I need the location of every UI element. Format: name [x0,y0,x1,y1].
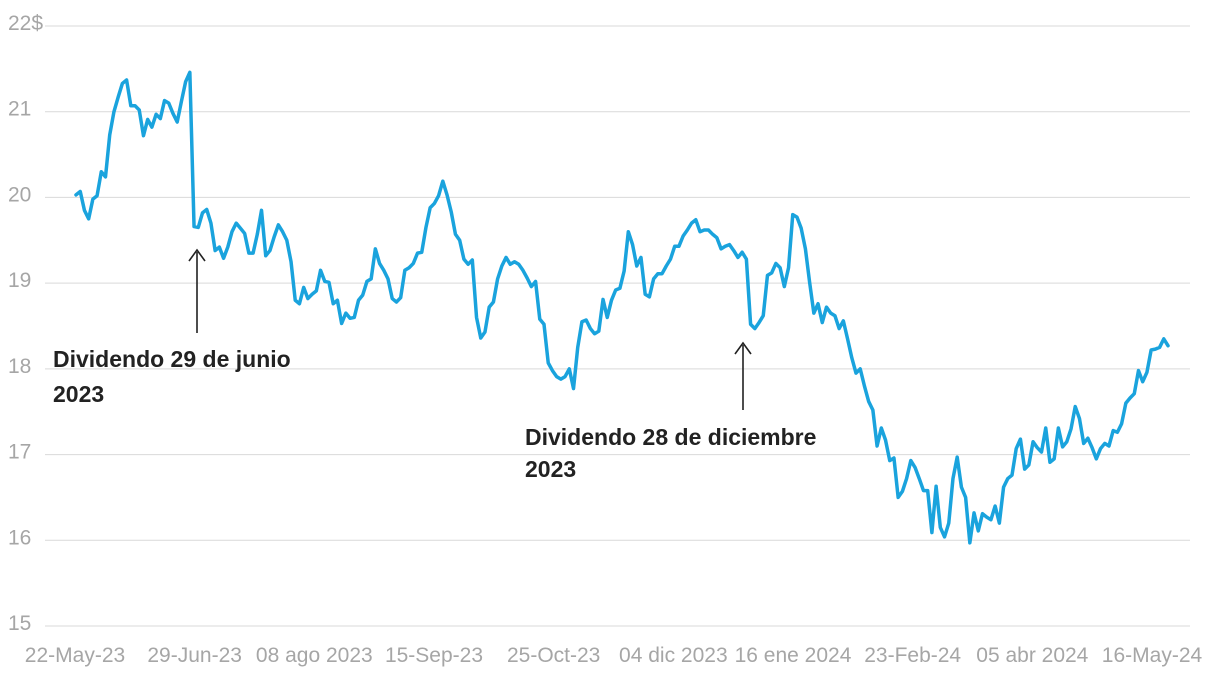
dividend-annotation-december: Dividendo 28 de diciembre 2023 [525,341,816,482]
x-tick-label: 05 abr 2024 [976,644,1088,667]
x-tick-label: 16 ene 2024 [735,644,852,667]
y-tick-label: 15 [8,612,31,635]
x-tick-label: 15-Sep-23 [385,644,483,667]
x-tick-label: 22-May-23 [25,644,125,667]
x-axis-tick-labels: 22-May-23 29-Jun-23 08 ago 2023 15-Sep-23 25… [25,644,1203,667]
y-axis-tick-labels: 15 16 17 18 19 20 21 22$ [8,12,43,635]
x-tick-label: 29-Jun-23 [147,644,242,667]
y-tick-label: 20 [8,183,31,206]
x-tick-label: 08 ago 2023 [256,644,373,667]
dividend-december-label-line1: Dividendo 28 de diciembre [525,424,816,450]
y-tick-label: 21 [8,98,31,121]
dividend-annotation-june: Dividendo 29 de junio 2023 [53,248,291,407]
price-series-line [74,70,1170,545]
gridlines [45,25,1190,627]
dividend-june-label-line1: Dividendo 29 de junio [53,346,291,372]
x-tick-label: 23-Feb-24 [864,644,961,667]
y-tick-label: 16 [8,526,31,549]
dividend-june-label-line2: 2023 [53,381,104,407]
y-tick-label: 19 [8,269,31,292]
y-tick-label: 18 [8,355,31,378]
x-tick-label: 04 dic 2023 [619,644,728,667]
dividend-december-label-line2: 2023 [525,456,576,482]
x-tick-label: 16-May-24 [1102,644,1203,667]
x-tick-label: 25-Oct-23 [507,644,600,667]
y-tick-label: 22$ [8,12,43,35]
y-tick-label: 17 [8,441,31,464]
dividend-december-arrowhead-icon [734,341,752,355]
dividend-june-arrowhead-icon [188,248,206,262]
